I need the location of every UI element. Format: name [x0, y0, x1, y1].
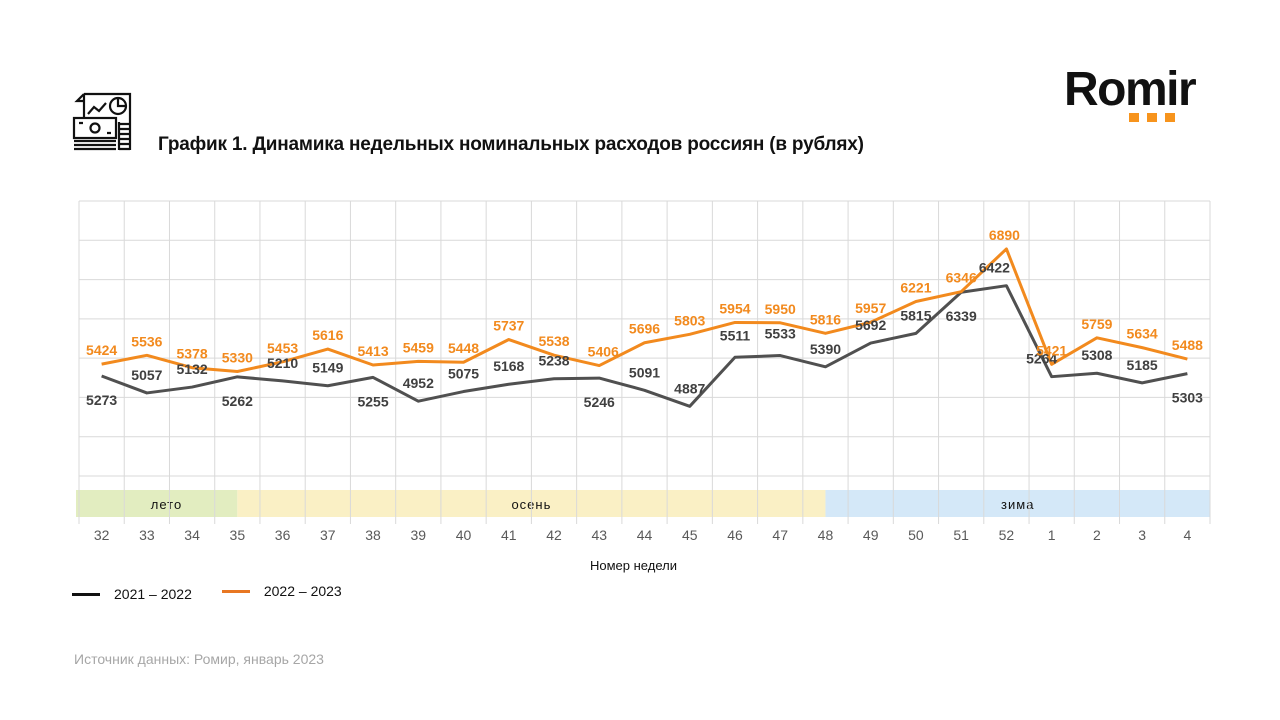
data-label-2021: 5132 [177, 361, 208, 377]
season-band-2 [825, 490, 1210, 517]
x-tick-label: 50 [908, 527, 924, 543]
legend-label: 2022 – 2023 [263, 583, 342, 599]
season-band-0 [76, 490, 238, 517]
data-label-2022: 5421 [1036, 342, 1067, 358]
data-labels: 5273 5057 5132 5262 5210 5149 5255 4952 5075 5168… [86, 227, 1203, 410]
data-label-2021: 5168 [493, 358, 524, 374]
data-label-2021: 5057 [131, 367, 162, 383]
x-tick-label: 35 [230, 527, 246, 543]
data-label-2022: 5803 [674, 312, 705, 328]
data-label-2021: 5091 [629, 364, 660, 380]
legend: 2021 – 2022 2022 – 2023 [72, 583, 372, 602]
data-label-2021: 5264 [1026, 351, 1057, 367]
data-label-2022: 6221 [900, 279, 931, 295]
data-label-2022: 5459 [403, 339, 434, 355]
x-tick-label: 41 [501, 527, 517, 543]
data-label-2021: 5185 [1127, 357, 1158, 373]
x-tick-label: 3 [1138, 527, 1146, 543]
x-tick-label: 46 [727, 527, 743, 543]
data-label-2022: 5957 [855, 300, 886, 316]
x-tick-label: 38 [365, 527, 381, 543]
x-tick-label: 39 [411, 527, 427, 543]
x-tick-label: 33 [139, 527, 155, 543]
x-tick-label: 42 [546, 527, 562, 543]
x-tick-label: 1 [1048, 527, 1056, 543]
data-label-2021: 5255 [357, 393, 388, 409]
season-bands: лето осень зима [76, 490, 1210, 517]
x-tick-label: 40 [456, 527, 472, 543]
data-label-2022: 5406 [588, 344, 619, 360]
data-label-2022: 5488 [1172, 337, 1203, 353]
romir-logo: Romir [1064, 63, 1197, 116]
data-label-2022: 5424 [86, 342, 117, 358]
data-label-2021: 6339 [946, 308, 977, 324]
x-tick-label: 51 [953, 527, 969, 543]
chart-title: График 1. Динамика недельных номинальных… [158, 134, 864, 155]
data-label-2022: 5737 [493, 318, 524, 334]
data-label-2022: 5616 [312, 327, 343, 343]
data-label-2022: 5413 [357, 343, 388, 359]
data-label-2022: 5954 [719, 300, 750, 316]
data-label-2022: 5330 [222, 350, 253, 366]
data-source: Источник данных: Ромир, январь 2023 [74, 651, 324, 667]
data-label-2021: 5390 [810, 341, 841, 357]
legend-item-2022-2023: 2022 – 2023 [221, 583, 342, 599]
finance-report-icon [72, 92, 134, 159]
series-line-2022-2023 [101, 247, 1188, 373]
x-tick-label: 4 [1183, 527, 1191, 543]
data-label-2022: 5759 [1081, 316, 1112, 332]
x-tick-label: 32 [94, 527, 110, 543]
x-tick-label: 52 [999, 527, 1015, 543]
data-label-2021: 6422 [979, 260, 1010, 276]
data-label-2021: 5692 [855, 317, 886, 333]
logo-dots-icon [1129, 113, 1175, 122]
data-label-2021: 5533 [765, 326, 796, 342]
series-line-2021-2022 [101, 284, 1188, 408]
x-tick-label: 2 [1093, 527, 1101, 543]
data-label-2021: 5210 [267, 355, 298, 371]
x-tick-label: 43 [591, 527, 607, 543]
data-label-2021: 5238 [538, 353, 569, 369]
data-label-2021: 5815 [900, 307, 931, 323]
x-tick-label: 49 [863, 527, 879, 543]
data-label-2021: 5308 [1081, 347, 1112, 363]
data-label-2021: 5303 [1172, 390, 1203, 406]
data-label-2022: 5536 [131, 333, 162, 349]
data-label-2022: 5378 [177, 346, 208, 362]
data-label-2022: 5448 [448, 340, 479, 356]
data-label-2021: 5075 [448, 366, 479, 382]
legend-swatch-2021 [72, 592, 100, 596]
data-label-2022: 5634 [1127, 326, 1158, 342]
x-tick-label: 47 [772, 527, 788, 543]
legend-item-2021-2022: 2021 – 2022 [72, 586, 192, 602]
data-label-2022: 6890 [989, 227, 1020, 243]
legend-swatch-2022 [221, 589, 250, 593]
data-label-2022: 6346 [946, 270, 977, 286]
data-label-2021: 5273 [86, 392, 117, 408]
data-label-2021: 5262 [222, 393, 253, 409]
data-label-2021: 5246 [584, 394, 615, 410]
data-label-2021: 5511 [720, 327, 751, 343]
data-label-2022: 5816 [810, 311, 841, 327]
x-tick-label: 44 [637, 527, 653, 543]
data-label-2021: 4952 [403, 375, 434, 391]
x-tick-label: 45 [682, 527, 698, 543]
x-axis-label: Номер недели [590, 558, 677, 573]
series-lines [101, 247, 1188, 408]
x-tick-label: 36 [275, 527, 291, 543]
x-tick-label: 34 [184, 527, 200, 543]
data-label-2022: 5696 [629, 321, 660, 337]
data-label-2022: 5453 [267, 340, 298, 356]
season-label: зима [1001, 497, 1034, 512]
x-tick-label: 48 [818, 527, 834, 543]
data-label-2022: 5538 [538, 333, 569, 349]
x-tick-label: 37 [320, 527, 336, 543]
data-label-2021: 5149 [312, 360, 343, 376]
legend-label: 2021 – 2022 [114, 586, 192, 602]
data-label-2021: 4887 [674, 380, 705, 396]
season-label: лето [151, 497, 182, 512]
x-axis-ticks: 32 33 34 35 36 37 38 39 40 41 42 43 44 45 46 47 48 49 50 51… [94, 527, 1192, 543]
data-label-2022: 5950 [765, 301, 796, 317]
